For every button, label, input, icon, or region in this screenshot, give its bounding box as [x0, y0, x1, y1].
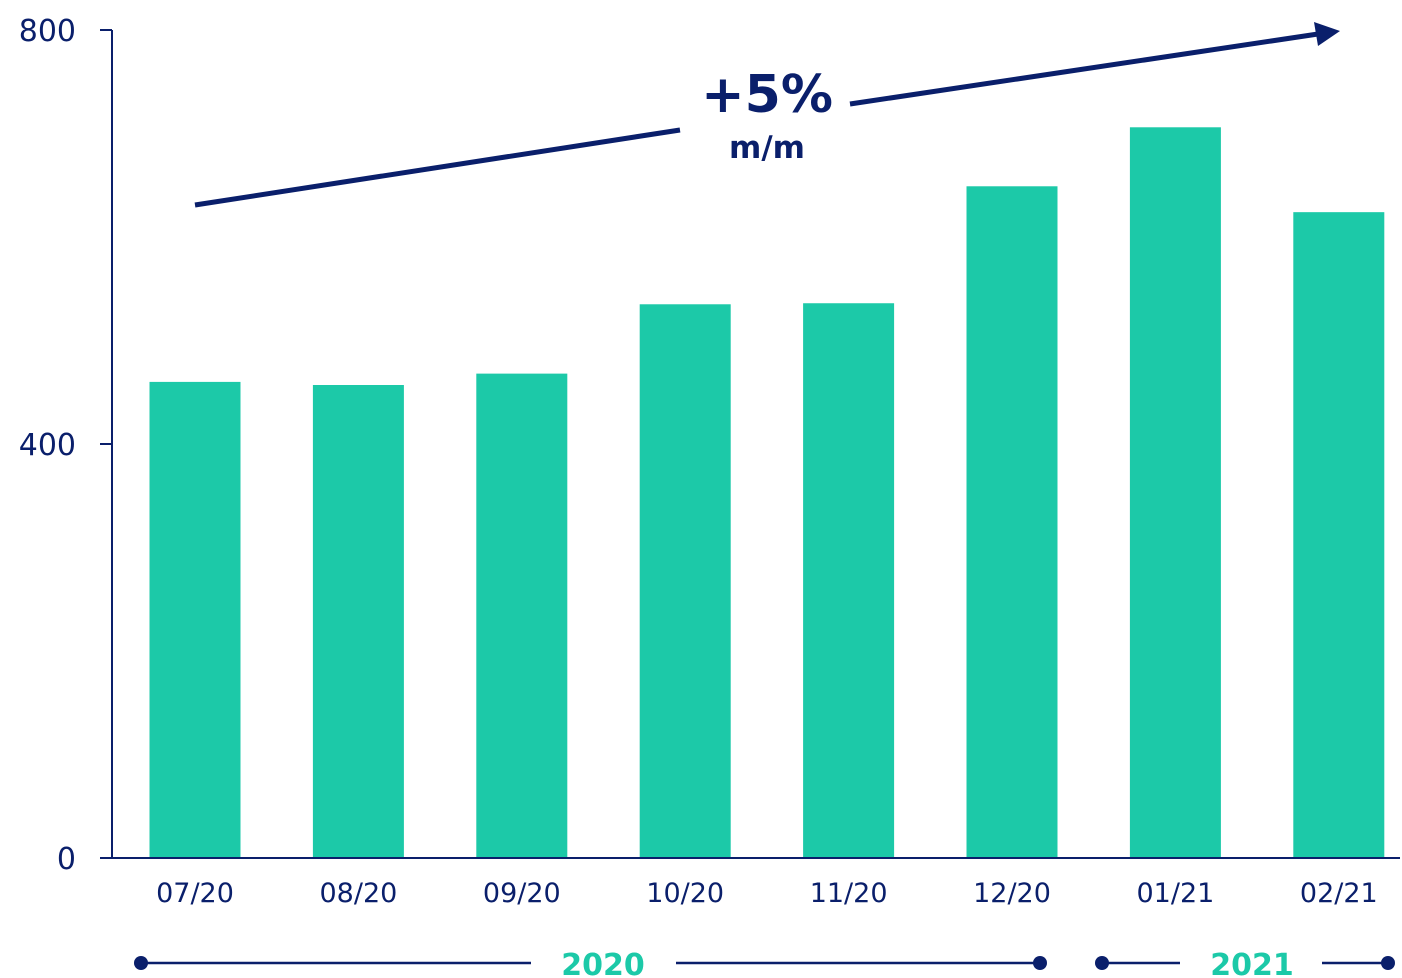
y-tick-label: 400	[19, 428, 76, 463]
y-ticks-group: 0 400 800	[19, 14, 112, 877]
bar-09-20	[476, 373, 568, 858]
bar-12-20	[966, 186, 1058, 858]
year-label-2021: 2021	[1210, 948, 1294, 978]
year-group-2021: 2021	[1095, 948, 1395, 978]
trend-arrow-line-right	[849, 31, 1319, 107]
trend-annotation: +5% m/m	[194, 22, 1340, 208]
bar-01-21	[1129, 127, 1221, 859]
x-categories-group: 07/20 08/20 09/20 10/20 11/20 12/20 01/21 02/21	[156, 878, 1378, 909]
year-group-2020: 2020	[134, 948, 1047, 978]
y-tick-label: 800	[19, 14, 76, 49]
bar-02-21	[1293, 212, 1385, 858]
bar-10-20	[639, 304, 731, 858]
year-bracket-end-dot	[1033, 956, 1047, 970]
annotation-subline: m/m	[729, 130, 805, 166]
year-bracket-end-dot	[1381, 956, 1395, 970]
bar-11-20	[803, 303, 895, 858]
trend-arrow-head-icon	[1314, 22, 1340, 46]
trend-arrow-line-left	[194, 127, 681, 208]
x-tick-label: 10/20	[646, 878, 724, 909]
x-tick-label: 09/20	[483, 878, 561, 909]
x-tick-label: 07/20	[156, 878, 234, 909]
bar-07-20	[149, 381, 241, 858]
y-tick-label: 0	[57, 842, 76, 877]
bars-group	[149, 127, 1385, 859]
x-tick-label: 08/20	[319, 878, 397, 909]
x-tick-label: 11/20	[810, 878, 888, 909]
x-tick-label: 01/21	[1136, 878, 1214, 909]
bar-08-20	[312, 385, 404, 858]
x-tick-label: 12/20	[973, 878, 1051, 909]
annotation-headline: +5%	[701, 65, 833, 125]
year-label-2020: 2020	[561, 948, 645, 978]
x-tick-label: 02/21	[1300, 878, 1378, 909]
